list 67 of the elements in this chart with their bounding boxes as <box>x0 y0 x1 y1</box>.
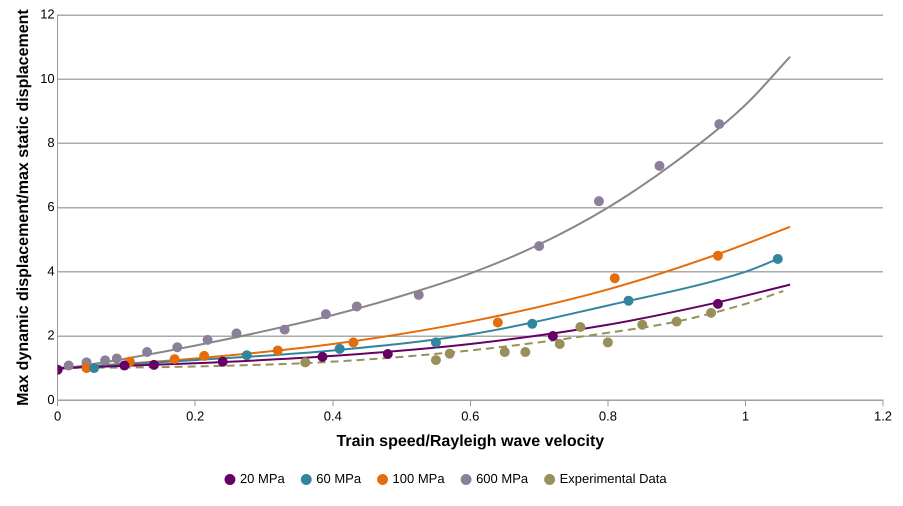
point <box>706 308 716 318</box>
point <box>352 301 362 312</box>
point <box>430 355 441 366</box>
point <box>714 119 724 130</box>
y-tick-label: 0 <box>47 392 55 407</box>
point <box>602 337 613 348</box>
y-tick-label: 10 <box>40 70 55 86</box>
x-tick-label: 1.2 <box>874 408 892 424</box>
point <box>272 345 283 356</box>
y-tick-label: 2 <box>47 328 55 343</box>
legend-label: 600 MPa <box>476 471 529 486</box>
point <box>100 355 110 366</box>
point <box>637 320 648 330</box>
point <box>414 290 424 300</box>
y-tick-label: 8 <box>47 134 55 150</box>
point <box>317 352 328 362</box>
point <box>654 160 664 171</box>
point <box>772 254 783 264</box>
point <box>142 347 152 358</box>
y-tick-label: 12 <box>40 6 55 22</box>
point <box>712 298 723 309</box>
x-tick-label: 1 <box>742 408 750 424</box>
point <box>348 337 358 348</box>
point <box>334 344 345 354</box>
x-tick-label: 0.6 <box>461 408 480 424</box>
point <box>231 328 242 338</box>
point <box>575 322 586 332</box>
point <box>492 318 503 328</box>
point <box>534 241 544 252</box>
point <box>672 316 682 327</box>
point <box>170 354 180 364</box>
point <box>202 334 213 345</box>
point <box>199 350 210 361</box>
point <box>280 324 290 335</box>
point <box>242 350 252 360</box>
point <box>64 360 74 371</box>
legend-label: 60 MPa <box>316 471 362 486</box>
point <box>172 342 182 352</box>
x-tick-label: 0.8 <box>598 408 617 424</box>
point <box>520 347 530 358</box>
point <box>89 363 100 374</box>
point <box>554 339 565 350</box>
point <box>320 309 331 320</box>
point <box>218 356 228 367</box>
point <box>610 273 620 284</box>
y-tick-label: 6 <box>47 199 55 214</box>
x-tick-label: 0.4 <box>324 408 342 424</box>
legend-label: Experimental Data <box>560 471 668 486</box>
point <box>430 337 441 348</box>
legend-label: 20 MPa <box>240 471 286 486</box>
x-tick-label: 0.2 <box>186 408 204 424</box>
point <box>148 360 159 370</box>
legend-label: 100 MPa <box>392 471 446 486</box>
point <box>112 353 122 364</box>
point <box>500 347 510 358</box>
x-axis-title: Train speed/Rayleigh wave velocity <box>336 432 604 450</box>
point <box>300 357 310 368</box>
point <box>624 296 634 306</box>
point <box>712 250 723 261</box>
point <box>527 318 538 329</box>
point <box>548 331 558 341</box>
point <box>119 360 130 371</box>
point <box>382 348 393 359</box>
y-axis-title: Max dynamic displacement/max static displacement <box>15 8 32 406</box>
y-tick-label: 4 <box>47 263 55 278</box>
point <box>444 348 455 359</box>
point <box>594 196 604 206</box>
